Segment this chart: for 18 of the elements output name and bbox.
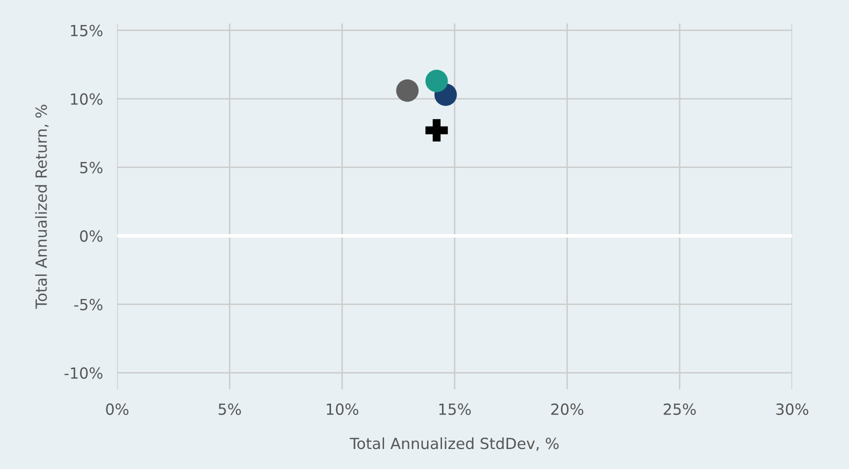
x-tick-label: 15% xyxy=(439,403,471,415)
y-tick-label: -5% xyxy=(74,298,102,310)
x-tick-label: 5% xyxy=(218,403,241,415)
y-tick-label: 0% xyxy=(80,230,102,242)
x-tick-label: 10% xyxy=(326,403,358,415)
point xyxy=(425,70,448,92)
point xyxy=(396,79,419,102)
y-tick-label: 5% xyxy=(80,162,102,174)
x-tick-label: 20% xyxy=(551,403,584,415)
x-tick-label: 25% xyxy=(664,403,696,415)
y-tick-label: 15% xyxy=(70,24,102,36)
y-axis-title: Total Annualized Return, % xyxy=(35,104,49,309)
point xyxy=(425,119,448,142)
x-tick-label: 30% xyxy=(776,403,808,415)
x-tick-label: 0% xyxy=(106,403,128,415)
y-tick-label: -10% xyxy=(64,367,102,379)
y-tick-label: 10% xyxy=(70,93,102,105)
x-axis-title: Total Annualized StdDev, % xyxy=(350,437,559,451)
